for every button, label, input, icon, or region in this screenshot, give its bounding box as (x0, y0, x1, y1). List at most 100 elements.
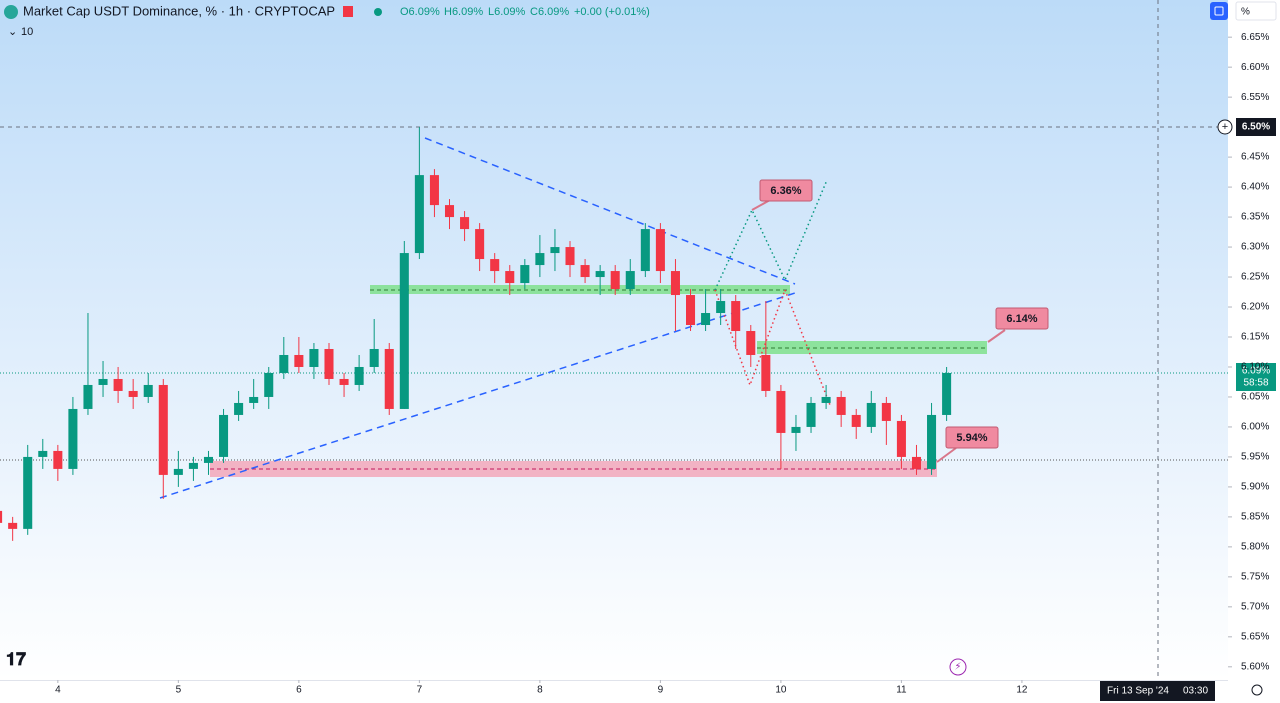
x-tick-label: 10 (775, 685, 787, 696)
y-tick-label: 5.70% (1241, 601, 1269, 612)
last-price: 6.09% (1242, 366, 1270, 377)
candle-body (8, 522, 18, 529)
candle-body (68, 408, 78, 469)
candle-body (384, 348, 394, 409)
legend-change: +0.00 (+0.01%) (574, 6, 650, 18)
candle-body (83, 384, 93, 409)
trendline (159, 292, 796, 499)
y-tick-label: 6.40% (1241, 182, 1269, 193)
countdown: 58:58 (1243, 378, 1268, 389)
y-tick-label: 6.00% (1241, 422, 1269, 433)
candle-body (444, 205, 455, 218)
plot-background (0, 0, 1228, 680)
candle-body (505, 271, 515, 284)
candle-body (942, 372, 952, 415)
callout (759, 179, 813, 202)
candles (0, 127, 952, 541)
event-icon[interactable] (949, 658, 967, 676)
y-tick-label: 6.65% (1241, 32, 1269, 43)
candle-body (324, 348, 334, 379)
callout-pointer (936, 447, 957, 463)
candle-body (580, 265, 590, 278)
callout-label: 6.14% (1006, 313, 1037, 325)
y-tick-label: 5.85% (1241, 512, 1269, 523)
candle-body (896, 420, 906, 457)
flag-icon[interactable] (343, 6, 353, 17)
candle-body (881, 402, 891, 421)
candle-body (610, 271, 620, 290)
grid (57, 36, 1232, 683)
candle-body (670, 271, 680, 296)
symbol-title[interactable]: Market Cap USDT Dominance, % · 1h · CRYP… (23, 3, 335, 18)
y-tick-label: 6.05% (1241, 392, 1269, 403)
candle-body (53, 450, 63, 469)
y-tick-label: 5.90% (1241, 482, 1269, 493)
symbol-icon[interactable] (4, 5, 18, 19)
callout (945, 426, 999, 449)
x-tick-label: 9 (658, 685, 664, 696)
y-tick-label: 6.10% (1241, 362, 1269, 373)
candle-body (520, 265, 530, 284)
x-tick-label: 7 (417, 685, 423, 696)
trendline (424, 137, 796, 285)
indicator-toggle[interactable]: ⌄ (8, 26, 17, 38)
candle-body (128, 390, 138, 397)
candle-body (38, 450, 48, 457)
candle-body (535, 253, 545, 266)
candle-body (911, 456, 921, 469)
candle-body (188, 462, 198, 469)
y-tick-label: 6.30% (1241, 242, 1269, 253)
x-tick-label: 6 (296, 685, 302, 696)
candle-body (143, 384, 153, 397)
candle-body (625, 271, 635, 290)
candle-body (595, 271, 605, 278)
candle-body (866, 402, 876, 427)
y-tick-label: 6.60% (1241, 62, 1269, 73)
y-tick-label: 6.25% (1241, 272, 1269, 283)
y-tick-label: 6.20% (1241, 302, 1269, 313)
scale-settings-button[interactable] (1210, 2, 1228, 20)
candle-body (309, 348, 319, 367)
y-tick-label: 5.65% (1241, 631, 1269, 642)
tv-logo[interactable]: 𝟏𝟕 (6, 649, 26, 669)
candle-body (354, 366, 364, 385)
scale-mode-button[interactable] (1235, 1, 1277, 21)
y-tick-label: 6.35% (1241, 212, 1269, 223)
candle-body (23, 456, 33, 529)
candle-body (460, 217, 470, 230)
crosshair-plus[interactable] (1217, 119, 1233, 135)
crosshair-plus-icon: + (1222, 121, 1228, 133)
candle-body (249, 396, 259, 403)
y-tick-label: 6.15% (1241, 332, 1269, 343)
event-icon-glyph: ⚡ (954, 662, 961, 673)
candle-body (339, 378, 349, 385)
last-price-box (1236, 363, 1276, 391)
time-scale (0, 680, 1228, 703)
candle-body (173, 468, 183, 475)
scale-settings-icon (1214, 6, 1224, 16)
candle-body (686, 295, 696, 326)
y-tick-label: 6.55% (1241, 92, 1269, 103)
candle-body (701, 313, 711, 326)
x-tick-label: 11 (896, 685, 907, 696)
x-tick-label: 8 (537, 685, 543, 696)
legend-close: C6.09% (530, 6, 569, 18)
crosshair-price: 6.50% (1242, 122, 1270, 133)
legend-high: H6.09% (444, 6, 483, 18)
demand-zone (210, 461, 937, 477)
candle-body (716, 301, 726, 314)
callout-pointer (751, 199, 771, 211)
indicator-count[interactable]: 10 (21, 26, 33, 38)
callout (995, 307, 1049, 330)
candle-body (776, 390, 786, 433)
candle-body (234, 402, 244, 415)
candle-body (113, 378, 123, 391)
candle-body (731, 301, 741, 332)
settings-button[interactable] (1251, 684, 1263, 696)
candle-body (565, 247, 575, 266)
candle-body (851, 414, 861, 427)
scale-mode[interactable]: % (1241, 7, 1250, 18)
candle-body (761, 354, 771, 391)
